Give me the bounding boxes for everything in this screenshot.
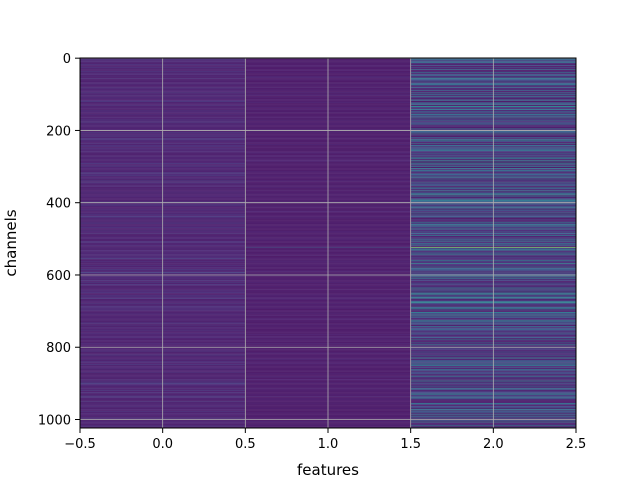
x-tick-label: −0.5 <box>64 437 96 452</box>
x-tick-label: 0.0 <box>152 437 173 452</box>
y-axis-label: channels <box>2 209 20 276</box>
y-tick-label: 200 <box>46 124 71 139</box>
y-tick-label: 400 <box>46 197 71 212</box>
y-tick-label: 600 <box>46 269 71 284</box>
y-tick-label: 0 <box>63 52 71 67</box>
x-axis-label: features <box>297 461 359 479</box>
x-tick-label: 2.0 <box>483 437 504 452</box>
x-axis: −0.5 0.0 0.5 1.0 1.5 2.0 2.5 <box>64 428 586 452</box>
y-tick-label: 1000 <box>38 414 71 429</box>
x-tick-label: 0.5 <box>235 437 256 452</box>
x-tick-label: 2.5 <box>566 437 587 452</box>
x-tick-label: 1.0 <box>318 437 339 452</box>
y-tick-label: 800 <box>46 341 71 356</box>
y-axis: 0 200 400 600 800 1000 <box>38 52 80 429</box>
x-tick-label: 1.5 <box>400 437 421 452</box>
